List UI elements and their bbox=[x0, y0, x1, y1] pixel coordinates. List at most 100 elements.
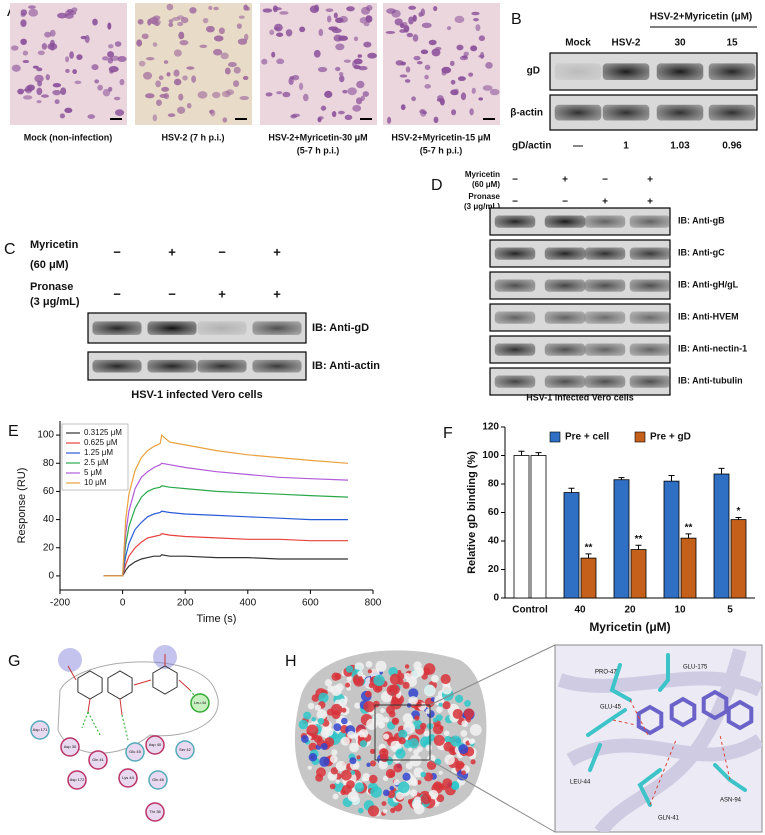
cell bbox=[145, 93, 155, 99]
atom-patch bbox=[306, 724, 319, 737]
cell bbox=[449, 60, 455, 66]
atom-patch bbox=[347, 791, 359, 802]
residue-stick bbox=[609, 663, 632, 702]
cell bbox=[471, 87, 476, 94]
cell bbox=[318, 28, 324, 37]
response-curve bbox=[103, 554, 348, 577]
cell bbox=[441, 70, 447, 76]
ring bbox=[77, 670, 103, 700]
cell bbox=[159, 93, 168, 98]
cell bbox=[22, 50, 29, 56]
ratio-value: — bbox=[573, 141, 583, 152]
band bbox=[629, 215, 671, 228]
cell bbox=[394, 18, 403, 26]
residue-label: GLU-45 bbox=[600, 705, 622, 711]
cell bbox=[213, 6, 219, 11]
atom-patch bbox=[436, 794, 445, 803]
cell bbox=[337, 110, 345, 115]
atom-patch bbox=[414, 715, 420, 721]
band bbox=[602, 104, 650, 121]
atom-patch bbox=[470, 759, 476, 765]
cell bbox=[173, 69, 180, 77]
cell bbox=[485, 61, 493, 69]
cell bbox=[327, 15, 332, 23]
cell bbox=[178, 31, 185, 40]
panel-label: D bbox=[431, 177, 443, 194]
error-bar bbox=[585, 553, 592, 559]
atom-patch bbox=[396, 672, 405, 680]
cell bbox=[352, 104, 362, 112]
bar bbox=[513, 455, 530, 599]
atom-patch bbox=[423, 772, 433, 782]
atom-patch bbox=[303, 711, 312, 720]
cell bbox=[302, 93, 309, 102]
ratio-value: 1.03 bbox=[670, 141, 690, 152]
caption: Mock (non-infection) bbox=[24, 132, 113, 142]
atom-patch bbox=[408, 696, 418, 706]
caption: HSV-2 (7 h p.i.) bbox=[161, 132, 224, 142]
band bbox=[544, 279, 586, 292]
cell bbox=[395, 60, 404, 66]
y-axis-title: Relative gD binding (%) bbox=[466, 451, 478, 574]
x-tick-label: 40 bbox=[574, 605, 586, 616]
cell bbox=[41, 43, 48, 50]
atom-patch bbox=[382, 809, 388, 814]
atom-patch bbox=[408, 738, 419, 749]
band bbox=[584, 279, 626, 292]
y-tick-label: 80 bbox=[43, 458, 55, 469]
group-header: HSV-2+Myricetin (μM) bbox=[650, 12, 753, 23]
atom-patch bbox=[316, 767, 326, 778]
residue bbox=[148, 770, 168, 790]
significance: ** bbox=[585, 542, 593, 553]
cell bbox=[399, 29, 407, 33]
treatment-sign: − bbox=[218, 244, 226, 259]
cell bbox=[65, 56, 70, 63]
ligand-ring bbox=[701, 689, 729, 721]
atom-patch bbox=[324, 727, 334, 737]
h-bonds bbox=[612, 699, 731, 806]
ribbon bbox=[566, 734, 762, 767]
inset-content bbox=[557, 648, 762, 832]
cell bbox=[69, 51, 74, 59]
band bbox=[656, 104, 704, 121]
atom-patch bbox=[391, 696, 399, 705]
atom-patch bbox=[423, 730, 430, 737]
caption: (5-7 h p.i.) bbox=[420, 145, 463, 155]
panel-label: E bbox=[8, 423, 19, 440]
band bbox=[584, 311, 626, 324]
band bbox=[92, 321, 142, 335]
atom-patch bbox=[426, 760, 437, 771]
atom-patch bbox=[318, 692, 329, 703]
cell bbox=[338, 71, 344, 77]
legend-box bbox=[61, 423, 129, 491]
atom-patch bbox=[412, 719, 423, 730]
atom-patch bbox=[363, 701, 375, 713]
ratio-value: 0.96 bbox=[722, 141, 742, 152]
cell bbox=[339, 15, 348, 23]
legend-label: Pre + cell bbox=[565, 432, 609, 443]
treatment-sign: + bbox=[218, 286, 226, 301]
panel-label: F bbox=[443, 425, 453, 442]
treatment-sign: + bbox=[562, 175, 568, 186]
atom-patch bbox=[403, 722, 415, 734]
atom-patch bbox=[413, 661, 422, 670]
cell bbox=[408, 5, 417, 10]
atom-patch bbox=[390, 807, 396, 814]
cell bbox=[470, 45, 478, 52]
atom-patch bbox=[324, 679, 333, 687]
residue-label: PRO-47 bbox=[595, 670, 617, 676]
atom-patch bbox=[393, 779, 400, 786]
cell bbox=[272, 5, 278, 13]
atom-patch bbox=[442, 778, 453, 789]
cell bbox=[243, 4, 248, 11]
cell bbox=[291, 74, 300, 81]
band bbox=[494, 279, 536, 292]
atom-patch bbox=[470, 738, 476, 744]
atom-patch bbox=[338, 698, 348, 707]
bar bbox=[630, 549, 647, 599]
cell bbox=[489, 88, 500, 96]
cell bbox=[22, 95, 33, 100]
cell bbox=[179, 39, 189, 46]
cell bbox=[91, 64, 99, 71]
atom-patch bbox=[389, 785, 395, 791]
